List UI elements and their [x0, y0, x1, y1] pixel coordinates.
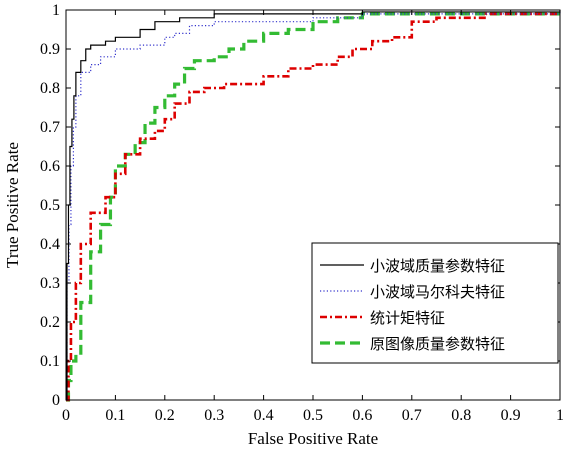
x-tick-label: 0.5	[303, 407, 323, 424]
axis-ticks: 0 0.1 0.2 0.3 0.4 0.5 0.6 0.7 0.8 0.9 1 0 0.1 0.2 0.3 0…	[40, 2, 564, 424]
series-line-4	[66, 12, 560, 402]
x-tick-label: 0.6	[352, 407, 372, 424]
y-tick-label: 0.8	[40, 80, 60, 97]
y-axis-title: True Positive Rate	[3, 142, 22, 268]
y-tick-label: 0.9	[40, 41, 60, 58]
x-tick-label: 0.1	[105, 407, 125, 424]
y-tick-label: 0.7	[40, 119, 60, 136]
legend-label-2: 小波域马尔科夫特征	[370, 283, 505, 301]
axes-border	[65, 9, 561, 401]
series-line-1	[66, 10, 561, 401]
x-tick-label: 0.3	[204, 407, 224, 424]
y-tick-label: 0	[52, 392, 60, 409]
y-tick-label: 0.6	[40, 158, 60, 175]
y-tick-label: 0.1	[40, 353, 60, 370]
axes-frame	[65, 9, 561, 401]
y-tick-label: 0.2	[40, 314, 60, 331]
legend-label-1: 小波域质量参数特征	[370, 257, 505, 275]
y-tick-label: 1	[52, 2, 60, 19]
curves	[66, 10, 561, 402]
x-tick-label: 0	[62, 407, 70, 424]
x-tick-label: 0.4	[254, 407, 274, 424]
x-tick-label: 0.9	[501, 407, 521, 424]
series-line-3	[66, 12, 560, 402]
y-tick-label: 0.5	[40, 197, 60, 214]
x-axis-title: False Positive Rate	[248, 429, 378, 448]
x-tick-label: 0.8	[451, 407, 471, 424]
legend-label-3: 统计矩特征	[370, 309, 445, 327]
legend-label-4: 原图像质量参数特征	[370, 335, 505, 353]
y-tick-label: 0.3	[40, 275, 60, 292]
y-tick-label: 0.4	[40, 236, 60, 253]
x-tick-label: 0.7	[402, 407, 422, 424]
x-tick-label: 1	[556, 407, 564, 424]
x-tick-label: 0.2	[155, 407, 175, 424]
